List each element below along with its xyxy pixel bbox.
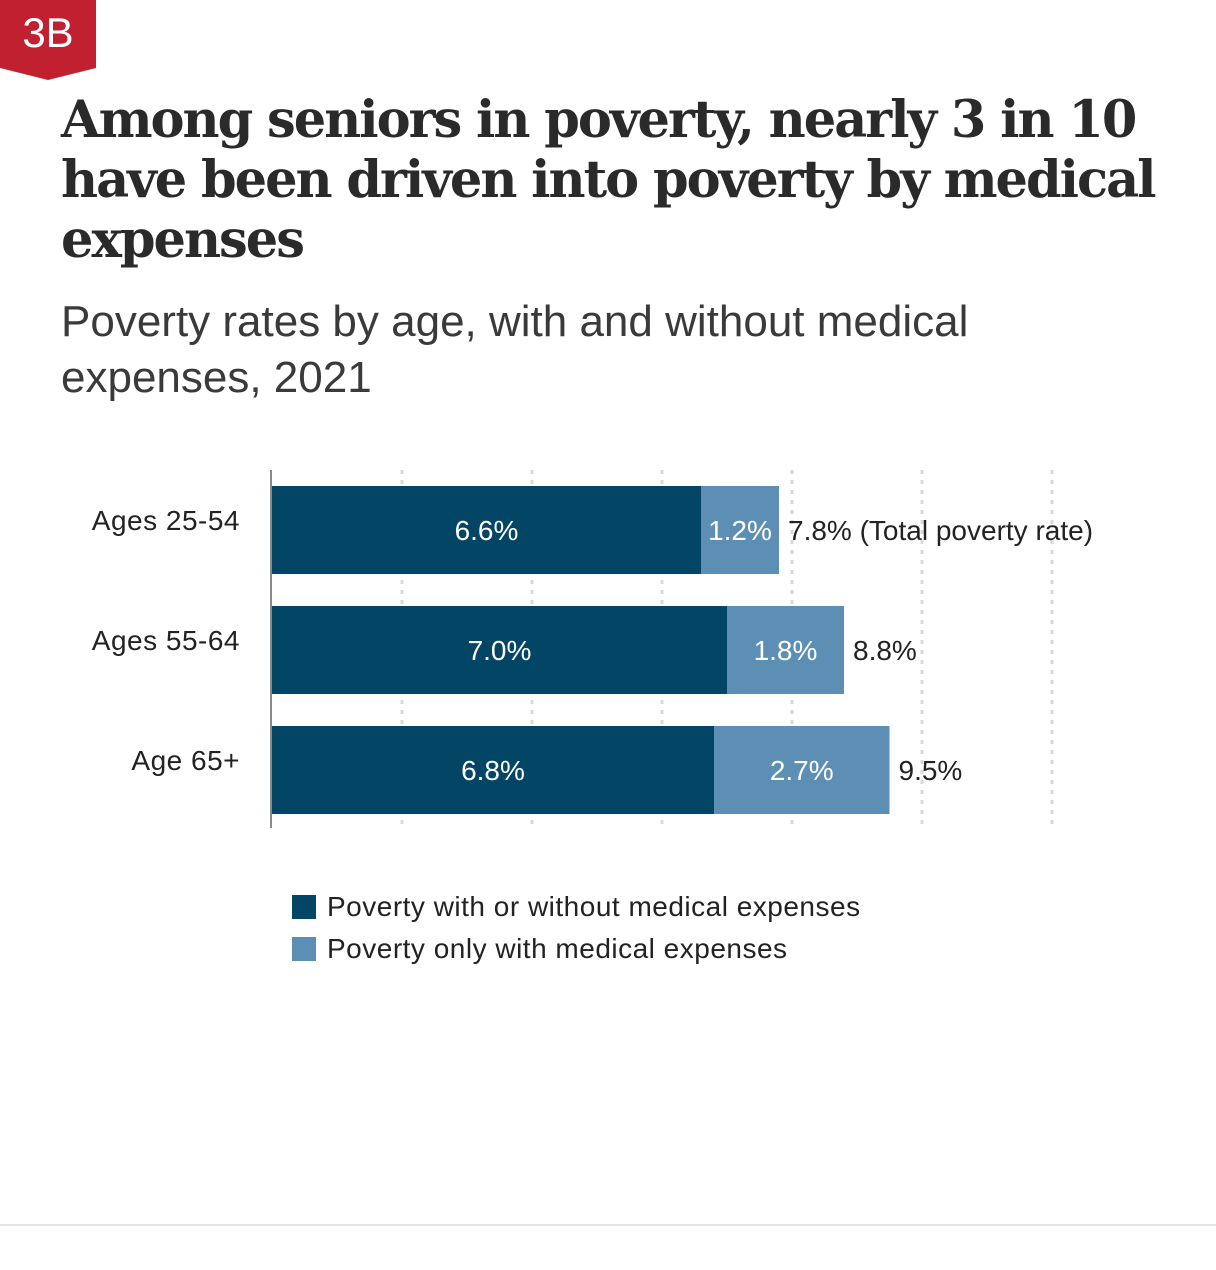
data-label: 2.7% [770,755,834,786]
legend-label-dark: Poverty with or without medical expenses [327,891,861,922]
legend-swatch-dark [292,895,316,919]
data-label: 1.2% [708,515,772,546]
total-label: 8.8% [853,635,917,666]
category-label: Ages 25-54 [92,505,240,536]
legend-label-light: Poverty only with medical expenses [327,933,788,964]
total-label: 9.5% [899,755,963,786]
badge-label: 3B [22,9,74,56]
legend-item-light: Poverty only with medical expenses [292,928,861,970]
bottom-divider [0,1224,1216,1226]
badge-shape [0,0,96,80]
bar-segment-base [272,726,714,814]
legend-item-dark: Poverty with or without medical expenses [292,886,861,928]
category-label: Age 65+ [131,745,240,776]
bar-segment-base [272,606,727,694]
legend-swatch-light [292,937,316,961]
bar-segment-medical [714,726,890,814]
category-label: Ages 55-64 [92,625,240,656]
data-label: 6.8% [461,755,525,786]
bar-segment-medical [727,606,844,694]
data-label: 7.0% [468,635,532,666]
bar-segment-medical [701,486,779,574]
chart-title: Among seniors in poverty, nearly 3 in 10… [61,90,1157,270]
data-label: 6.6% [455,515,519,546]
data-label: 1.8% [754,635,818,666]
figure-badge: 3B [0,0,96,80]
bar-segment-base [272,486,701,574]
chart-legend: Poverty with or without medical expenses… [292,886,861,970]
chart-subtitle: Poverty rates by age, with and without m… [61,297,969,402]
total-label: 7.8% (Total poverty rate) [788,515,1093,546]
bar-chart: Ages 25-54 6.6% 1.2% 7.8% (Total poverty ra… [92,470,1093,828]
